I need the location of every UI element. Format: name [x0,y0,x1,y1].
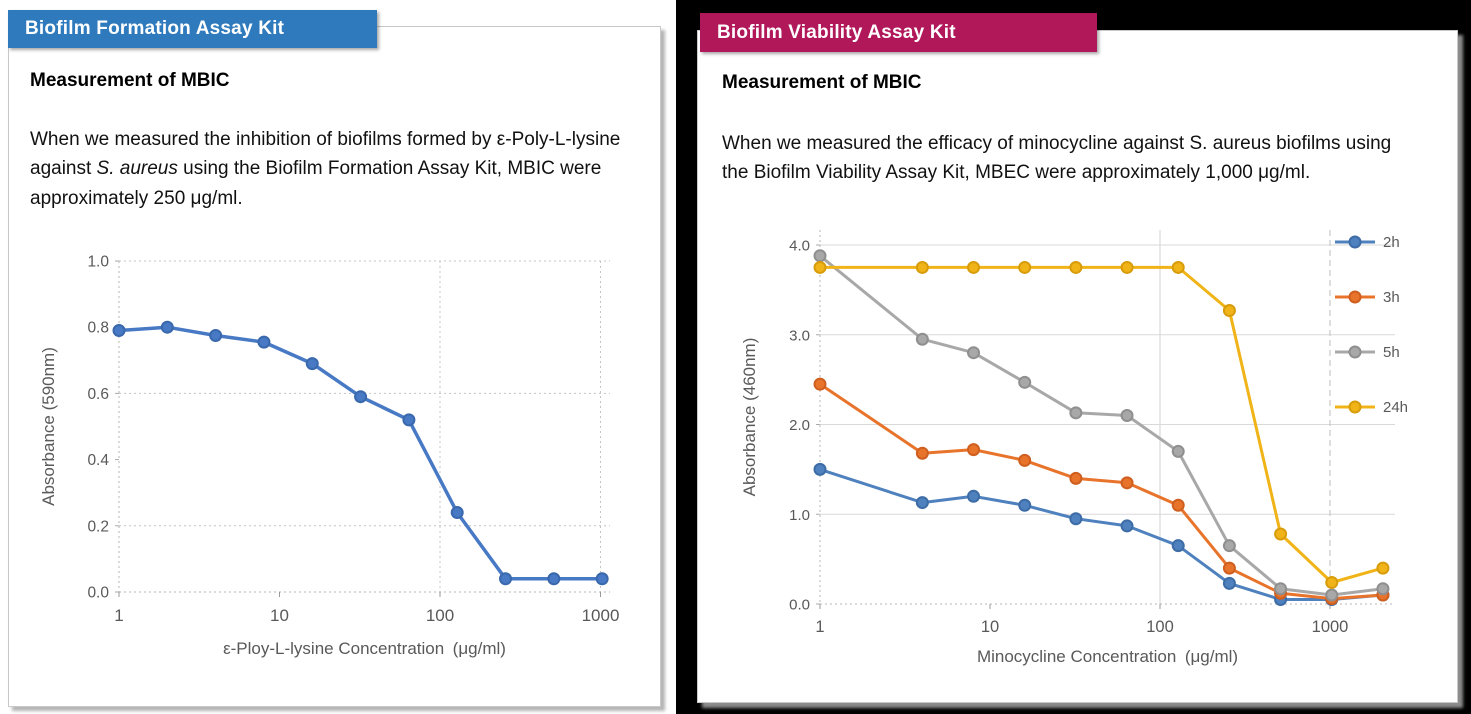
svg-text:0.0: 0.0 [789,597,810,614]
svg-text:0.4: 0.4 [87,452,109,469]
svg-text:Absorbance (590nm): Absorbance (590nm) [39,347,58,506]
viability-section-title: Measurement of MBIC [722,72,922,93]
formation-header-bar: Biofilm Formation Assay Kit [8,10,377,48]
svg-text:ε-Ploy-L-lysine Concentration: ε-Ploy-L-lysine Concentration (μg/ml) [223,639,506,658]
svg-text:0.6: 0.6 [87,386,109,403]
svg-text:3h: 3h [1383,289,1400,306]
viability-header-bar: Biofilm Viability Assay Kit [700,13,1097,52]
svg-text:5h: 5h [1383,344,1400,361]
species-name-italic: S. aureus [96,158,178,180]
svg-text:1000: 1000 [1312,618,1349,636]
svg-text:24h: 24h [1383,399,1408,416]
formation-panel [8,26,661,707]
svg-text:100: 100 [426,606,454,625]
svg-text:1.0: 1.0 [789,507,810,524]
svg-text:Absorbance (460nm): Absorbance (460nm) [740,338,759,497]
svg-text:1.0: 1.0 [87,254,109,271]
svg-text:0.8: 0.8 [87,320,109,337]
svg-text:10: 10 [270,606,289,625]
svg-text:1000: 1000 [582,606,620,625]
svg-text:1: 1 [815,618,824,636]
svg-text:10: 10 [981,618,999,636]
svg-text:4.0: 4.0 [789,238,810,255]
formation-header-title: Biofilm Formation Assay Kit [25,18,285,39]
viability-paragraph: When we measured the efficacy of minocyc… [722,133,1392,184]
svg-text:3.0: 3.0 [789,327,810,344]
svg-text:2h: 2h [1383,234,1400,251]
svg-text:0.0: 0.0 [87,585,109,602]
svg-text:0.2: 0.2 [87,518,109,535]
formation-paragraph: When we measured the inhibition of biofi… [30,125,642,213]
viability-header-title: Biofilm Viability Assay Kit [717,21,956,43]
formation-section-title: Measurement of MBIC [30,70,230,91]
viability-chart: 1 10 100 1000 0.0 1.0 2.0 3.0 4.0 Minocycline Con… [740,230,1408,666]
formation-chart: 1 10 100 1000 0.0 0.2 0.4 0.6 0.8 1.0 ε-Ploy-L-lys… [39,254,620,659]
svg-text:1: 1 [114,606,123,625]
formation-paragraph-text: When we measured the inhibition of biofi… [30,129,621,180]
svg-text:Minocycline Concentration (μg/: Minocycline Concentration (μg/ml) [977,647,1238,666]
svg-text:100: 100 [1146,618,1174,636]
formation-paragraph-text-end: using the Biofilm Formation Assay Kit, M… [30,158,602,209]
svg-text:2.0: 2.0 [789,417,810,434]
